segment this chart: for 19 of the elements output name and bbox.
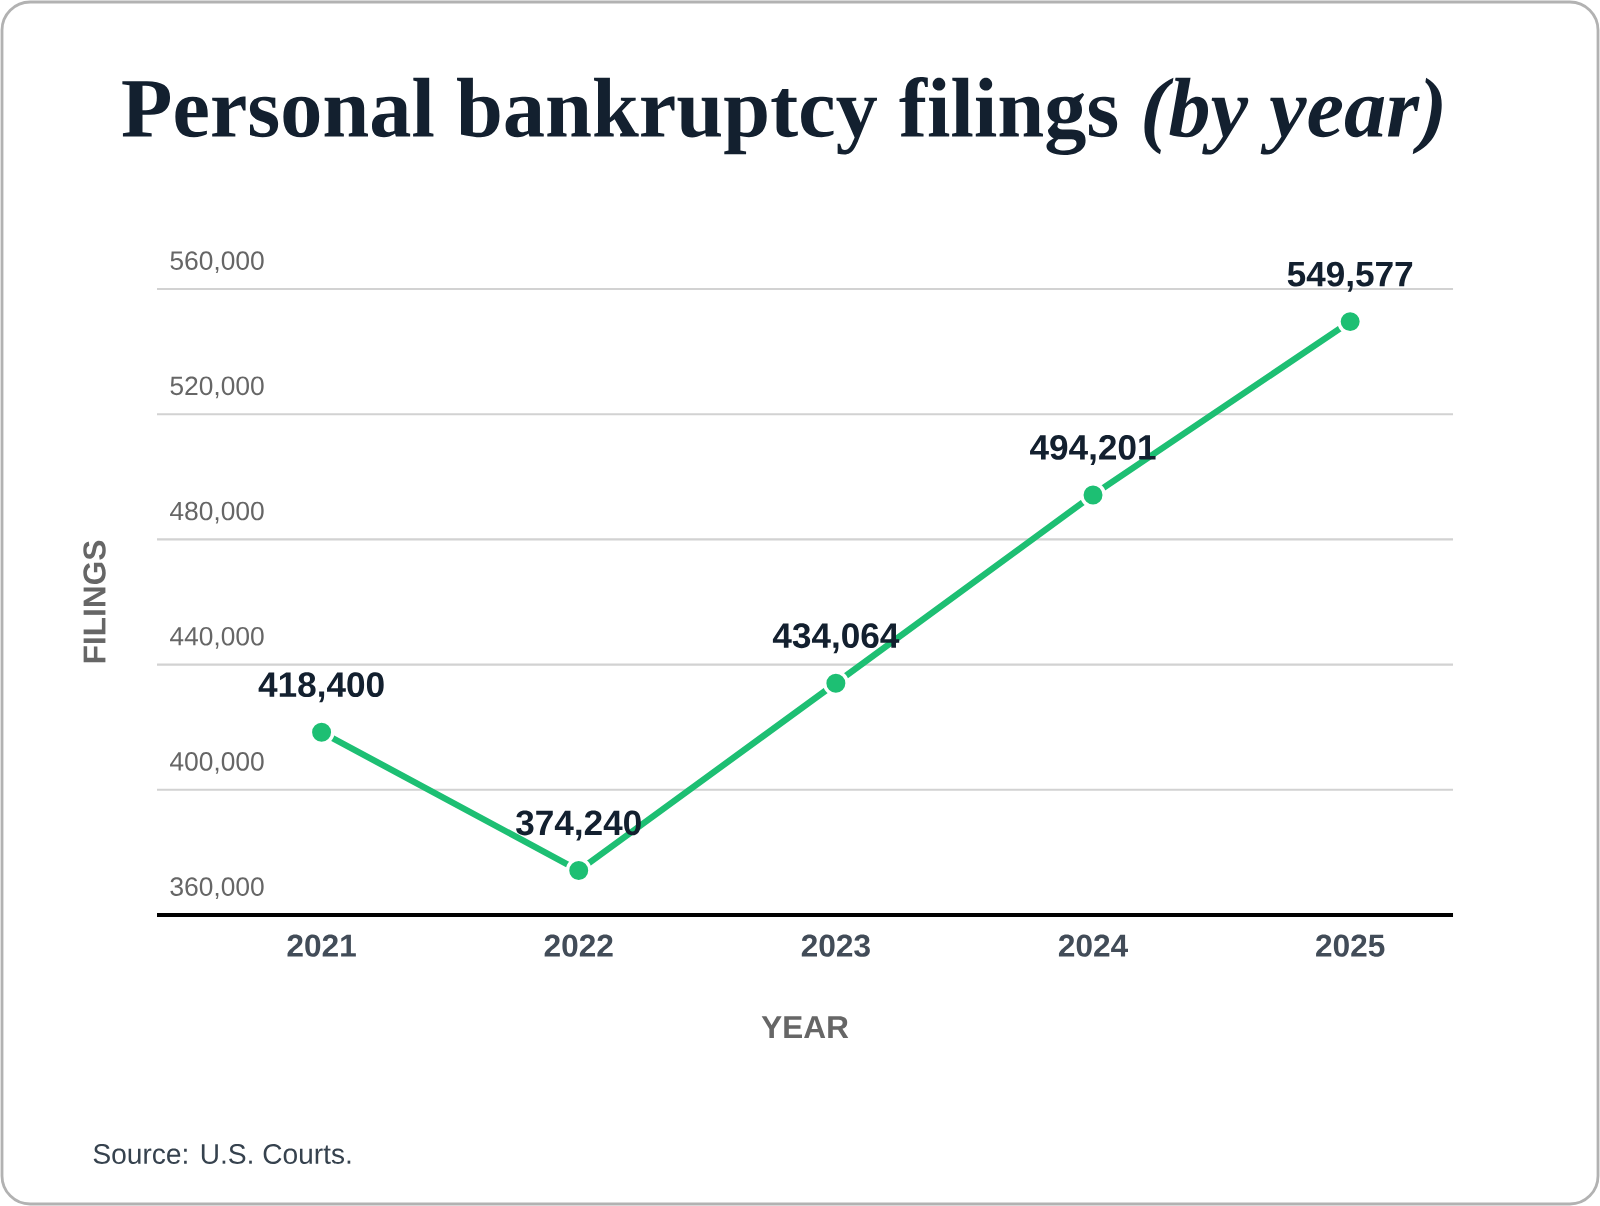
x-tick-label: 2022: [544, 934, 613, 957]
x-tick-label: 2024: [1058, 934, 1129, 957]
source-note: Source: U.S. Courts.: [93, 1144, 351, 1164]
y-tick-label: 440,000: [170, 626, 264, 649]
x-tick-label: 2023: [801, 934, 870, 957]
chart-title: Personal bankruptcy filings (by year): [122, 77, 1442, 156]
y-tick-label: 400,000: [170, 752, 264, 774]
data-label: 374,240: [516, 810, 641, 841]
y-axis-title: FILINGS: [83, 540, 106, 663]
x-tick-label: 2021: [287, 934, 356, 957]
data-label: 549,577: [1287, 261, 1413, 292]
y-tick-label: 520,000: [170, 376, 264, 399]
y-tick-label: 560,000: [170, 251, 264, 274]
y-tick-label: 360,000: [170, 877, 264, 900]
data-label: 418,400: [258, 672, 384, 703]
data-label: 494,201: [1030, 434, 1156, 465]
y-tick-label: 480,000: [170, 501, 264, 524]
x-axis-title: YEAR: [761, 1016, 849, 1038]
x-tick-label: 2025: [1316, 934, 1385, 957]
